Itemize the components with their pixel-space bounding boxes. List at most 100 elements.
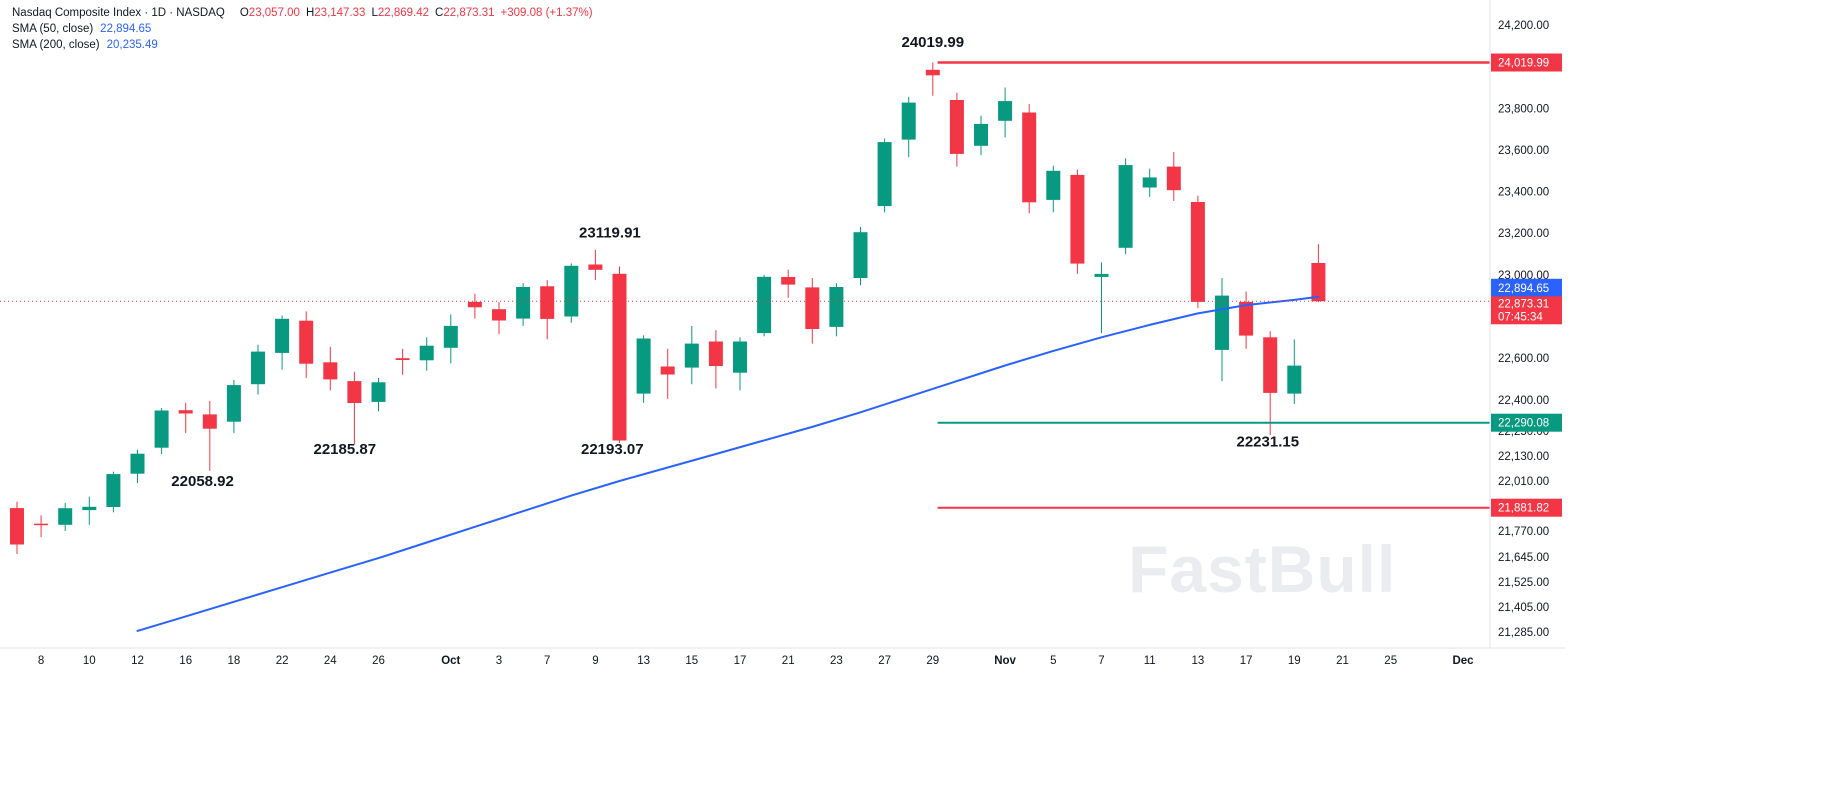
candle bbox=[949, 92, 964, 167]
candle bbox=[34, 515, 49, 538]
candle-body bbox=[299, 320, 314, 364]
x-axis-tick: 23 bbox=[830, 655, 843, 667]
candle-body bbox=[1022, 112, 1037, 203]
candle-body bbox=[1118, 165, 1133, 248]
candle bbox=[58, 502, 73, 531]
candle-body bbox=[323, 362, 338, 380]
y-axis-tick: 22,600.00 bbox=[1498, 353, 1549, 365]
sma200-label[interactable]: SMA (200, close) bbox=[12, 39, 100, 51]
legend-sma200-row: SMA (200, close) 20,235.49 bbox=[12, 37, 593, 53]
sma50-label[interactable]: SMA (50, close) bbox=[12, 23, 94, 35]
y-axis-tick: 22,130.00 bbox=[1498, 451, 1549, 463]
y-axis-tick: 22,400.00 bbox=[1498, 395, 1549, 407]
annotation-label[interactable]: 24019.99 bbox=[902, 34, 965, 51]
candle bbox=[1190, 195, 1205, 309]
candle bbox=[1094, 262, 1109, 334]
price-tag-value: 22,290.08 bbox=[1498, 418, 1549, 430]
candle-body bbox=[275, 318, 290, 353]
candle bbox=[1118, 158, 1133, 255]
x-axis-tick: 9 bbox=[592, 655, 598, 667]
candle-body bbox=[901, 102, 916, 140]
candle-body bbox=[564, 265, 579, 317]
time-axis[interactable]: 8 10 12 16 18 22 24 26 Oct 3 7 9 13 15 17 21 23 27 29 Nov 5 7… bbox=[38, 655, 1474, 667]
candle bbox=[347, 371, 362, 445]
candles-series bbox=[10, 62, 1326, 554]
candle-body bbox=[877, 142, 892, 207]
chart-pane[interactable]: 24019.99 23119.91 22058.92 22185.87 22193.07… bbox=[0, 0, 1565, 791]
candle bbox=[588, 249, 603, 281]
x-axis-tick: 17 bbox=[734, 655, 747, 667]
price-tag-value: 24,019.99 bbox=[1498, 58, 1549, 70]
candle bbox=[226, 380, 241, 434]
candle bbox=[1070, 169, 1085, 274]
candle bbox=[251, 344, 265, 395]
candle-body bbox=[588, 264, 603, 270]
candle bbox=[492, 301, 506, 335]
x-axis-tick: 5 bbox=[1050, 655, 1056, 667]
x-axis-tick: Nov bbox=[994, 655, 1016, 667]
candle bbox=[660, 348, 675, 399]
candle bbox=[371, 377, 386, 412]
price-tag-background bbox=[1491, 413, 1562, 432]
candle-body bbox=[974, 123, 988, 146]
legend-main-row: Nasdaq Composite Index · 1D · NASDAQ O23,… bbox=[12, 5, 593, 21]
candle-body bbox=[540, 286, 555, 319]
candle bbox=[1142, 168, 1157, 197]
annotation-label[interactable]: 22185.87 bbox=[314, 441, 377, 458]
candle bbox=[925, 62, 940, 96]
candle bbox=[1239, 291, 1254, 349]
x-axis-tick: Dec bbox=[1452, 655, 1474, 667]
x-axis-tick: 7 bbox=[1098, 655, 1104, 667]
candle bbox=[805, 278, 820, 344]
candle-body bbox=[853, 232, 868, 278]
annotation-label[interactable]: 22193.07 bbox=[581, 441, 644, 458]
price-tag: 22,290.08 bbox=[1491, 413, 1562, 432]
price-tag-background bbox=[1491, 296, 1562, 325]
x-axis-tick: 3 bbox=[496, 655, 502, 667]
open-value: 23,057.00 bbox=[248, 7, 300, 19]
candle-body bbox=[347, 381, 362, 403]
price-tag-value: 22,873.31 bbox=[1498, 298, 1549, 310]
price-tag-background bbox=[1491, 53, 1562, 72]
annotation-label[interactable]: 22058.92 bbox=[171, 473, 234, 490]
x-axis-tick: 13 bbox=[637, 655, 650, 667]
price-tag-value: 21,881.82 bbox=[1498, 503, 1549, 515]
candle bbox=[1263, 331, 1278, 435]
annotation-label[interactable]: 23119.91 bbox=[579, 224, 641, 241]
time-axis-background bbox=[0, 648, 1565, 791]
candle bbox=[708, 330, 723, 389]
candle-body bbox=[1190, 202, 1205, 302]
candle-body bbox=[1263, 337, 1278, 393]
candle bbox=[1311, 244, 1326, 303]
candle bbox=[901, 96, 916, 158]
sma200-value: 20,235.49 bbox=[106, 39, 158, 51]
legend-sma50-row: SMA (50, close) 22,894.65 bbox=[12, 21, 593, 37]
x-axis-tick: 24 bbox=[324, 655, 337, 667]
candle-body bbox=[492, 309, 506, 321]
candle bbox=[467, 293, 482, 319]
candle-body bbox=[781, 277, 796, 285]
candle bbox=[10, 501, 24, 554]
symbol-title[interactable]: Nasdaq Composite Index · 1D · NASDAQ bbox=[12, 7, 225, 19]
candle bbox=[612, 266, 627, 443]
x-axis-tick: 29 bbox=[926, 655, 939, 667]
x-axis-tick: 18 bbox=[228, 655, 241, 667]
candle-body bbox=[106, 474, 121, 507]
y-axis-tick: 21,770.00 bbox=[1498, 526, 1549, 538]
candle bbox=[853, 227, 868, 286]
candle bbox=[877, 138, 892, 213]
low-value: 22,869.42 bbox=[377, 7, 430, 19]
annotation-label[interactable]: 22231.15 bbox=[1237, 434, 1300, 451]
candle bbox=[178, 402, 193, 434]
candle-body bbox=[1046, 170, 1061, 200]
candle bbox=[1046, 165, 1061, 213]
candle-body bbox=[708, 341, 723, 366]
x-axis-tick: 21 bbox=[1336, 655, 1349, 667]
candle-body bbox=[1070, 174, 1085, 264]
price-axis[interactable]: 24,200.00 23,800.00 23,600.00 23,400.00 23,2… bbox=[1491, 20, 1562, 639]
x-axis-tick: 27 bbox=[878, 655, 891, 667]
y-axis-tick: 21,645.00 bbox=[1498, 552, 1549, 564]
x-axis-tick: 19 bbox=[1288, 655, 1301, 667]
candle-body bbox=[516, 287, 531, 319]
